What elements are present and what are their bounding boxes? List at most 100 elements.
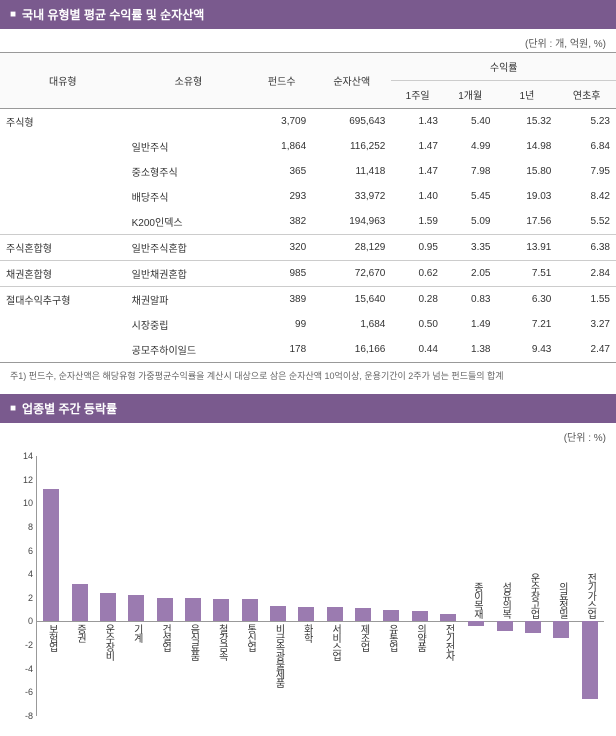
bar-label: 전기가스업 — [584, 573, 596, 618]
data-table: 대유형 소유형 펀드수 순자산액 수익률 1주일 1개월 1년 연초후 주식형3… — [0, 52, 616, 362]
y-tick: 8 — [13, 522, 33, 532]
bar-label: 운수장비 — [102, 624, 114, 660]
th-funds: 펀드수 — [251, 53, 312, 109]
th-y1: 1년 — [496, 81, 557, 109]
bar — [327, 607, 343, 621]
cell-cat — [0, 337, 126, 362]
bar-column: 보험업 — [37, 456, 65, 716]
bar-column: 유통업 — [377, 456, 405, 716]
bar — [72, 584, 88, 622]
chart-unit: (단위 : %) — [0, 423, 616, 446]
y-tick: -4 — [13, 664, 33, 674]
bar — [497, 621, 513, 630]
cell-m1: 1.49 — [444, 312, 497, 337]
cell-cat — [0, 159, 126, 184]
bar — [242, 599, 258, 621]
bar-column: 섬유의복 — [491, 456, 519, 716]
cell-sub: 배당주식 — [126, 184, 252, 209]
cell-w1: 1.59 — [391, 209, 444, 235]
bar — [582, 621, 598, 699]
bar-column: 전기가스업 — [576, 456, 604, 716]
bar-column: 비금속광물제품 — [264, 456, 292, 716]
table-row: 채권혼합형일반채권혼합98572,6700.622.057.512.84 — [0, 261, 616, 287]
cell-w1: 0.95 — [391, 235, 444, 261]
y-tick: 2 — [13, 593, 33, 603]
cell-nav: 16,166 — [312, 337, 391, 362]
bar-column: 화학 — [292, 456, 320, 716]
cell-w1: 0.62 — [391, 261, 444, 287]
bar — [553, 621, 569, 638]
cell-w1: 0.28 — [391, 287, 444, 313]
cell-sub: 일반주식 — [126, 134, 252, 159]
th-ytd: 연초후 — [557, 81, 616, 109]
bar — [525, 621, 541, 633]
bar-column: 의약품 — [405, 456, 433, 716]
cell-m1: 5.40 — [444, 109, 497, 135]
table-title: 국내 유형별 평균 수익률 및 순자산액 — [22, 6, 204, 23]
bar — [412, 611, 428, 622]
cell-ytd: 7.95 — [557, 159, 616, 184]
table-section-header: 국내 유형별 평균 수익률 및 순자산액 — [0, 0, 616, 29]
bar — [213, 599, 229, 621]
bar — [43, 489, 59, 621]
cell-w1: 0.44 — [391, 337, 444, 362]
cell-sub: 채권알파 — [126, 287, 252, 313]
cell-y1: 7.21 — [496, 312, 557, 337]
cell-y1: 13.91 — [496, 235, 557, 261]
cell-m1: 2.05 — [444, 261, 497, 287]
cell-ytd: 6.84 — [557, 134, 616, 159]
y-tick: 6 — [13, 546, 33, 556]
y-tick: -6 — [13, 687, 33, 697]
bar-label: 의약품 — [414, 624, 426, 651]
cell-m1: 5.45 — [444, 184, 497, 209]
bar-label: 철강금속 — [215, 624, 227, 660]
table-footnote: 주1) 펀드수, 순자산액은 해당유형 가중평균수익률을 계산시 대상으로 삼은… — [0, 362, 616, 394]
th-returns-group: 수익률 — [391, 53, 616, 81]
table-row: 공모주하이일드17816,1660.441.389.432.47 — [0, 337, 616, 362]
cell-cat — [0, 184, 126, 209]
bar-column: 음식료품 — [179, 456, 207, 716]
table-row: 절대수익추구형채권알파38915,6400.280.836.301.55 — [0, 287, 616, 313]
bar-column: 의료정밀 — [547, 456, 575, 716]
cell-cat: 주식혼합형 — [0, 235, 126, 261]
cell-sub: 일반주식혼합 — [126, 235, 252, 261]
cell-sub: 일반채권혼합 — [126, 261, 252, 287]
cell-sub: 시장중립 — [126, 312, 252, 337]
cell-y1: 19.03 — [496, 184, 557, 209]
y-tick: 0 — [13, 616, 33, 626]
bar — [468, 621, 484, 626]
cell-nav: 194,963 — [312, 209, 391, 235]
cell-funds: 320 — [251, 235, 312, 261]
y-tick: -8 — [13, 711, 33, 721]
cell-y1: 15.32 — [496, 109, 557, 135]
y-tick: 14 — [13, 451, 33, 461]
cell-w1: 1.47 — [391, 134, 444, 159]
cell-nav: 695,643 — [312, 109, 391, 135]
bar-label: 화학 — [300, 624, 312, 642]
y-tick: 10 — [13, 498, 33, 508]
bar — [128, 595, 144, 621]
bar — [100, 593, 116, 621]
cell-w1: 1.43 — [391, 109, 444, 135]
th-sub: 소유형 — [126, 53, 252, 109]
cell-ytd: 1.55 — [557, 287, 616, 313]
bar — [157, 598, 173, 622]
cell-funds: 389 — [251, 287, 312, 313]
cell-funds: 99 — [251, 312, 312, 337]
table-row: 일반주식1,864116,2521.474.9914.986.84 — [0, 134, 616, 159]
bar-column: 제조업 — [349, 456, 377, 716]
cell-nav: 1,684 — [312, 312, 391, 337]
cell-y1: 15.80 — [496, 159, 557, 184]
chart-area: -8-6-4-202468101214보험업증권운수장비기계건설업음식료품철강금… — [0, 446, 616, 736]
bar-label: 음식료품 — [187, 624, 199, 660]
cell-funds: 178 — [251, 337, 312, 362]
bar-label: 기계 — [130, 624, 142, 642]
cell-nav: 72,670 — [312, 261, 391, 287]
bar-label: 섬유의복 — [499, 582, 511, 618]
table-row: 주식혼합형일반주식혼합32028,1290.953.3513.916.38 — [0, 235, 616, 261]
cell-ytd: 8.42 — [557, 184, 616, 209]
cell-funds: 1,864 — [251, 134, 312, 159]
cell-ytd: 2.84 — [557, 261, 616, 287]
bar-label: 증권 — [74, 624, 86, 642]
y-tick: 4 — [13, 569, 33, 579]
